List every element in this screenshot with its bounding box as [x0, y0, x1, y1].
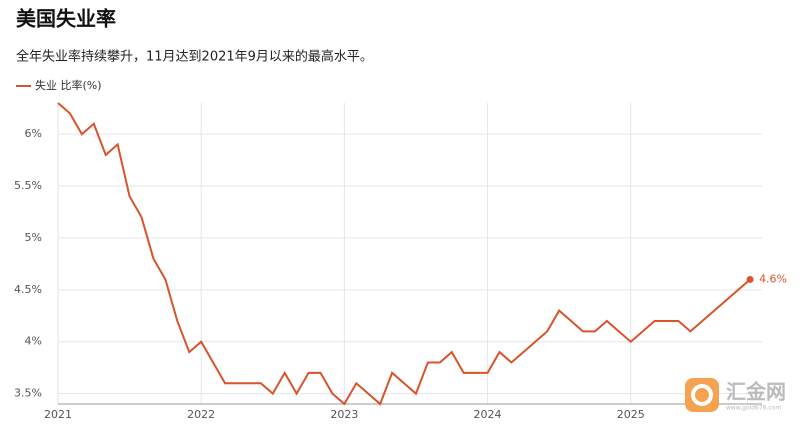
y-tick-label: 3.5% — [14, 387, 42, 400]
watermark-name: 汇金网 — [726, 380, 786, 404]
data-label: 4.6% — [759, 272, 787, 285]
y-tick-label: 5.5% — [14, 179, 42, 192]
watermark-icon — [685, 378, 719, 412]
chart-subtitle: 全年失业率持续攀升，11月达到2021年9月以来的最高水平。 — [16, 49, 373, 65]
data-line — [57, 102, 751, 406]
y-tick-label: 4.5% — [14, 283, 42, 296]
watermark-icon-ring — [691, 384, 713, 406]
x-tick-label: 2024 — [474, 408, 502, 421]
y-tick-label: 5% — [25, 231, 42, 244]
x-tick-label: 2022 — [187, 408, 215, 421]
x-tick-label: 2021 — [44, 408, 72, 421]
x-tick-label: 2023 — [330, 408, 358, 421]
watermark: 汇金网 www.gold678.com — [685, 378, 786, 412]
y-tick-label: 6% — [25, 127, 42, 140]
y-tick-label: 4% — [25, 335, 42, 348]
chart-title: 美国失业率 — [16, 7, 116, 31]
data-point — [746, 275, 754, 283]
x-tick-label: 2025 — [617, 408, 645, 421]
legend-label: 失业 比率(%) — [35, 78, 102, 92]
watermark-url: www.gold678.com — [726, 405, 781, 412]
